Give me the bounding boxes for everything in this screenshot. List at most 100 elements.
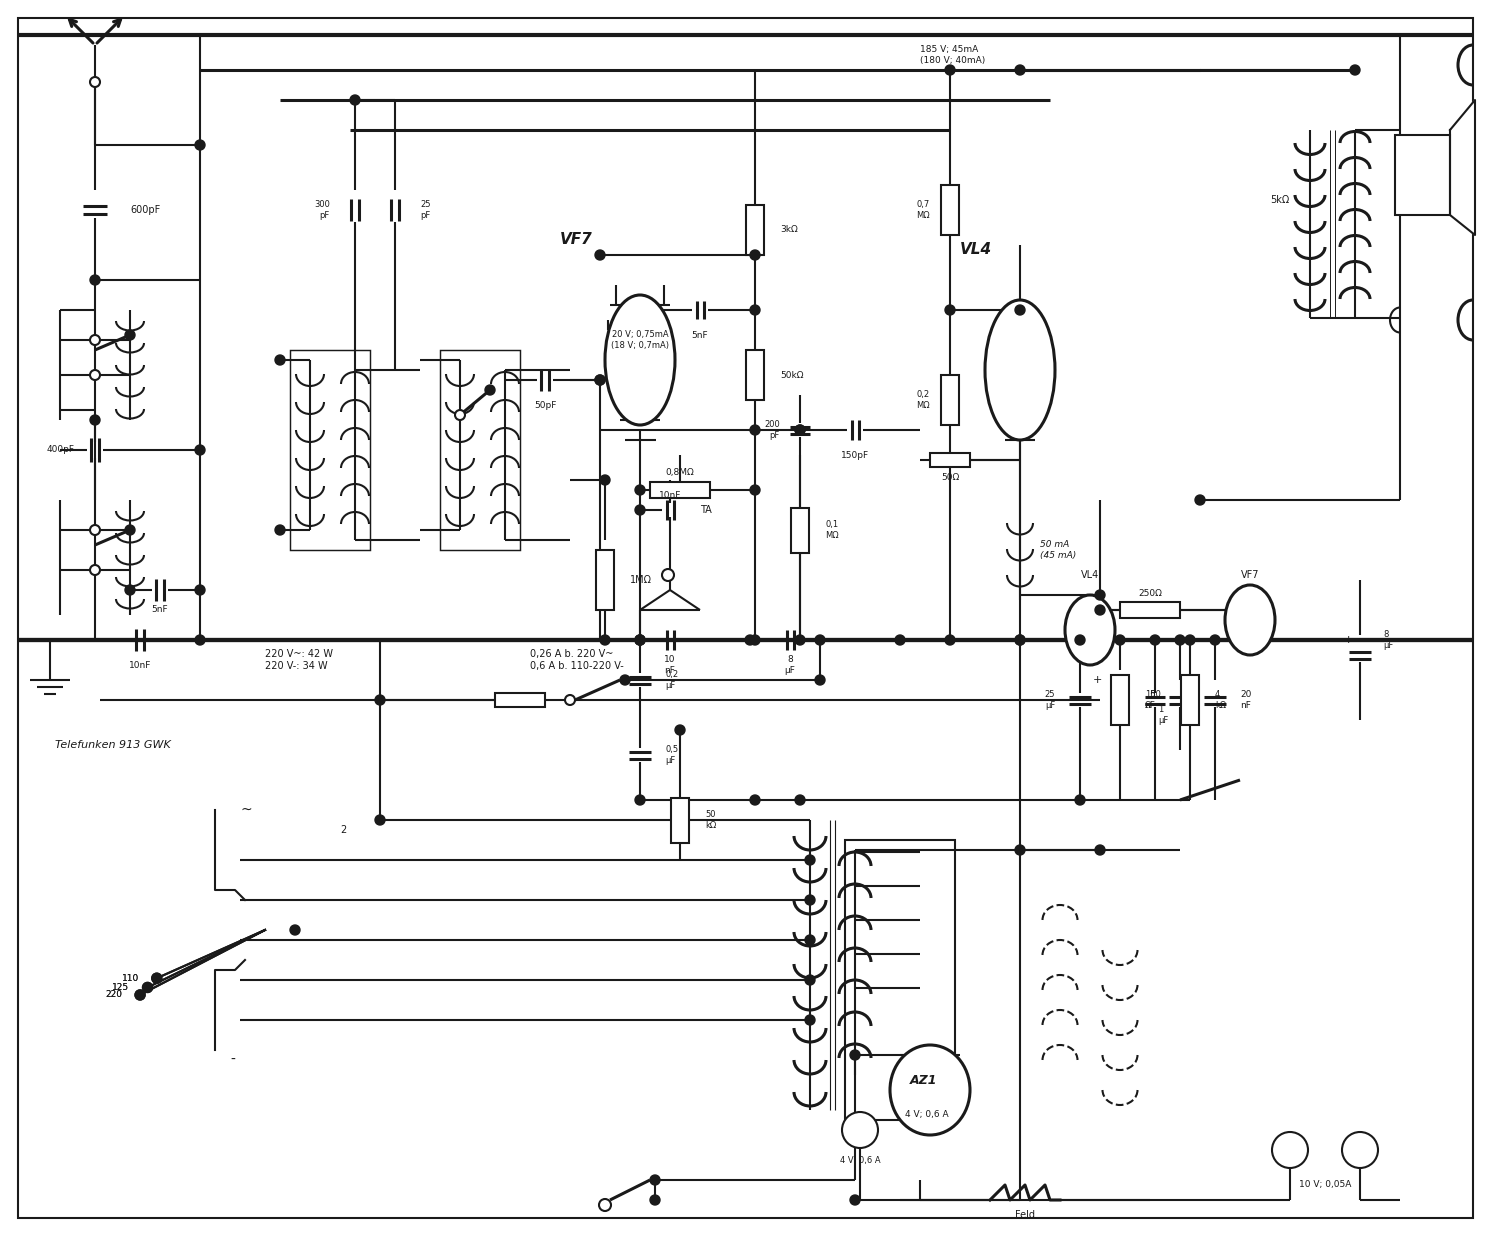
Text: 1MΩ: 1MΩ (630, 575, 652, 585)
Circle shape (634, 795, 645, 805)
Text: 400pF: 400pF (46, 446, 75, 454)
Text: 4 V; 0,6 A: 4 V; 0,6 A (904, 1111, 948, 1119)
Circle shape (195, 446, 206, 456)
Text: +: + (1344, 635, 1353, 645)
Circle shape (1016, 65, 1025, 75)
Circle shape (1272, 1132, 1308, 1168)
Circle shape (350, 95, 360, 105)
Circle shape (1185, 635, 1196, 645)
Bar (930, 453, 970, 467)
Bar (1395, 135, 1450, 215)
Text: 50kΩ: 50kΩ (780, 371, 804, 379)
Text: TA: TA (700, 505, 711, 515)
Text: 185 V; 45mA
(180 V; 40mA): 185 V; 45mA (180 V; 40mA) (920, 45, 986, 65)
Circle shape (600, 475, 610, 485)
Text: 0,1
MΩ: 0,1 MΩ (825, 520, 839, 539)
Bar (495, 693, 544, 708)
Circle shape (124, 585, 135, 595)
Text: 50Ω: 50Ω (940, 473, 958, 482)
Circle shape (806, 1015, 814, 1025)
Circle shape (195, 635, 206, 645)
Bar (440, 349, 520, 550)
Circle shape (90, 77, 101, 87)
Bar (290, 349, 370, 550)
Circle shape (896, 635, 904, 645)
Text: 25
pF: 25 pF (420, 200, 430, 220)
Text: 220 V~: 42 W
220 V-: 34 W: 220 V~: 42 W 220 V-: 34 W (266, 649, 333, 671)
Bar (844, 840, 956, 1119)
Circle shape (274, 354, 285, 364)
Circle shape (750, 426, 760, 436)
Bar (746, 349, 764, 401)
Text: 10
nF: 10 nF (664, 655, 675, 675)
Circle shape (90, 416, 101, 426)
Circle shape (195, 585, 206, 595)
Circle shape (1350, 65, 1360, 75)
Circle shape (596, 250, 604, 260)
Circle shape (806, 935, 814, 945)
Text: 10nF: 10nF (129, 660, 152, 669)
Text: 5nF: 5nF (152, 605, 168, 614)
Text: 110: 110 (122, 973, 140, 982)
Circle shape (124, 525, 135, 535)
Circle shape (842, 1112, 878, 1148)
Circle shape (1150, 635, 1160, 645)
Text: 2: 2 (340, 825, 346, 835)
Circle shape (375, 815, 386, 825)
Circle shape (850, 1050, 859, 1060)
Circle shape (90, 334, 101, 344)
Circle shape (750, 485, 760, 495)
Bar (670, 797, 688, 842)
Text: 220: 220 (105, 991, 122, 1000)
Circle shape (795, 635, 806, 645)
Circle shape (152, 973, 162, 983)
Circle shape (484, 384, 495, 396)
Text: 160
Ω: 160 Ω (1144, 690, 1161, 710)
Bar (1120, 602, 1180, 618)
Text: VL4: VL4 (960, 242, 992, 257)
Circle shape (806, 975, 814, 985)
Text: 250Ω: 250Ω (1138, 589, 1162, 598)
Circle shape (152, 973, 162, 983)
Text: VL4: VL4 (1082, 570, 1100, 580)
Text: 220: 220 (105, 991, 122, 1000)
Text: 50pF: 50pF (534, 401, 556, 409)
Text: 20 V; 0,75mA
(18 V; 0,7mA): 20 V; 0,75mA (18 V; 0,7mA) (610, 331, 669, 349)
Circle shape (795, 795, 806, 805)
Text: 600pF: 600pF (130, 205, 160, 215)
Text: AZ1: AZ1 (910, 1073, 938, 1087)
Circle shape (634, 505, 645, 515)
Circle shape (1114, 635, 1125, 645)
Bar (1180, 675, 1198, 725)
Circle shape (634, 635, 645, 645)
Text: 0,7
MΩ: 0,7 MΩ (916, 200, 930, 220)
Text: 50 mA
(45 mA): 50 mA (45 mA) (1040, 540, 1077, 559)
Circle shape (634, 635, 645, 645)
Text: 10 V; 0,05A: 10 V; 0,05A (1299, 1181, 1352, 1189)
Text: 8
μF: 8 μF (784, 655, 795, 675)
Circle shape (90, 565, 101, 575)
Text: 300
pF: 300 pF (314, 200, 330, 220)
Text: ~: ~ (240, 802, 252, 817)
Text: 110: 110 (122, 973, 140, 982)
Circle shape (90, 525, 101, 535)
Bar (940, 374, 958, 426)
Circle shape (746, 635, 754, 645)
Text: 4 V; 0,6 A: 4 V; 0,6 A (840, 1156, 880, 1164)
Circle shape (135, 990, 146, 1000)
Circle shape (795, 426, 806, 436)
Circle shape (1342, 1132, 1378, 1168)
Circle shape (806, 855, 814, 865)
Text: 150pF: 150pF (842, 451, 868, 459)
Bar (940, 185, 958, 235)
Text: VF7: VF7 (1240, 570, 1260, 580)
Polygon shape (1450, 100, 1474, 235)
Circle shape (620, 675, 630, 685)
Circle shape (1095, 845, 1106, 855)
Text: 0,8MΩ: 0,8MΩ (666, 468, 694, 478)
Circle shape (1095, 605, 1106, 615)
Circle shape (850, 1196, 859, 1206)
Circle shape (566, 695, 574, 705)
Text: 5nF: 5nF (692, 331, 708, 339)
Text: 25
μF: 25 μF (1044, 690, 1054, 710)
